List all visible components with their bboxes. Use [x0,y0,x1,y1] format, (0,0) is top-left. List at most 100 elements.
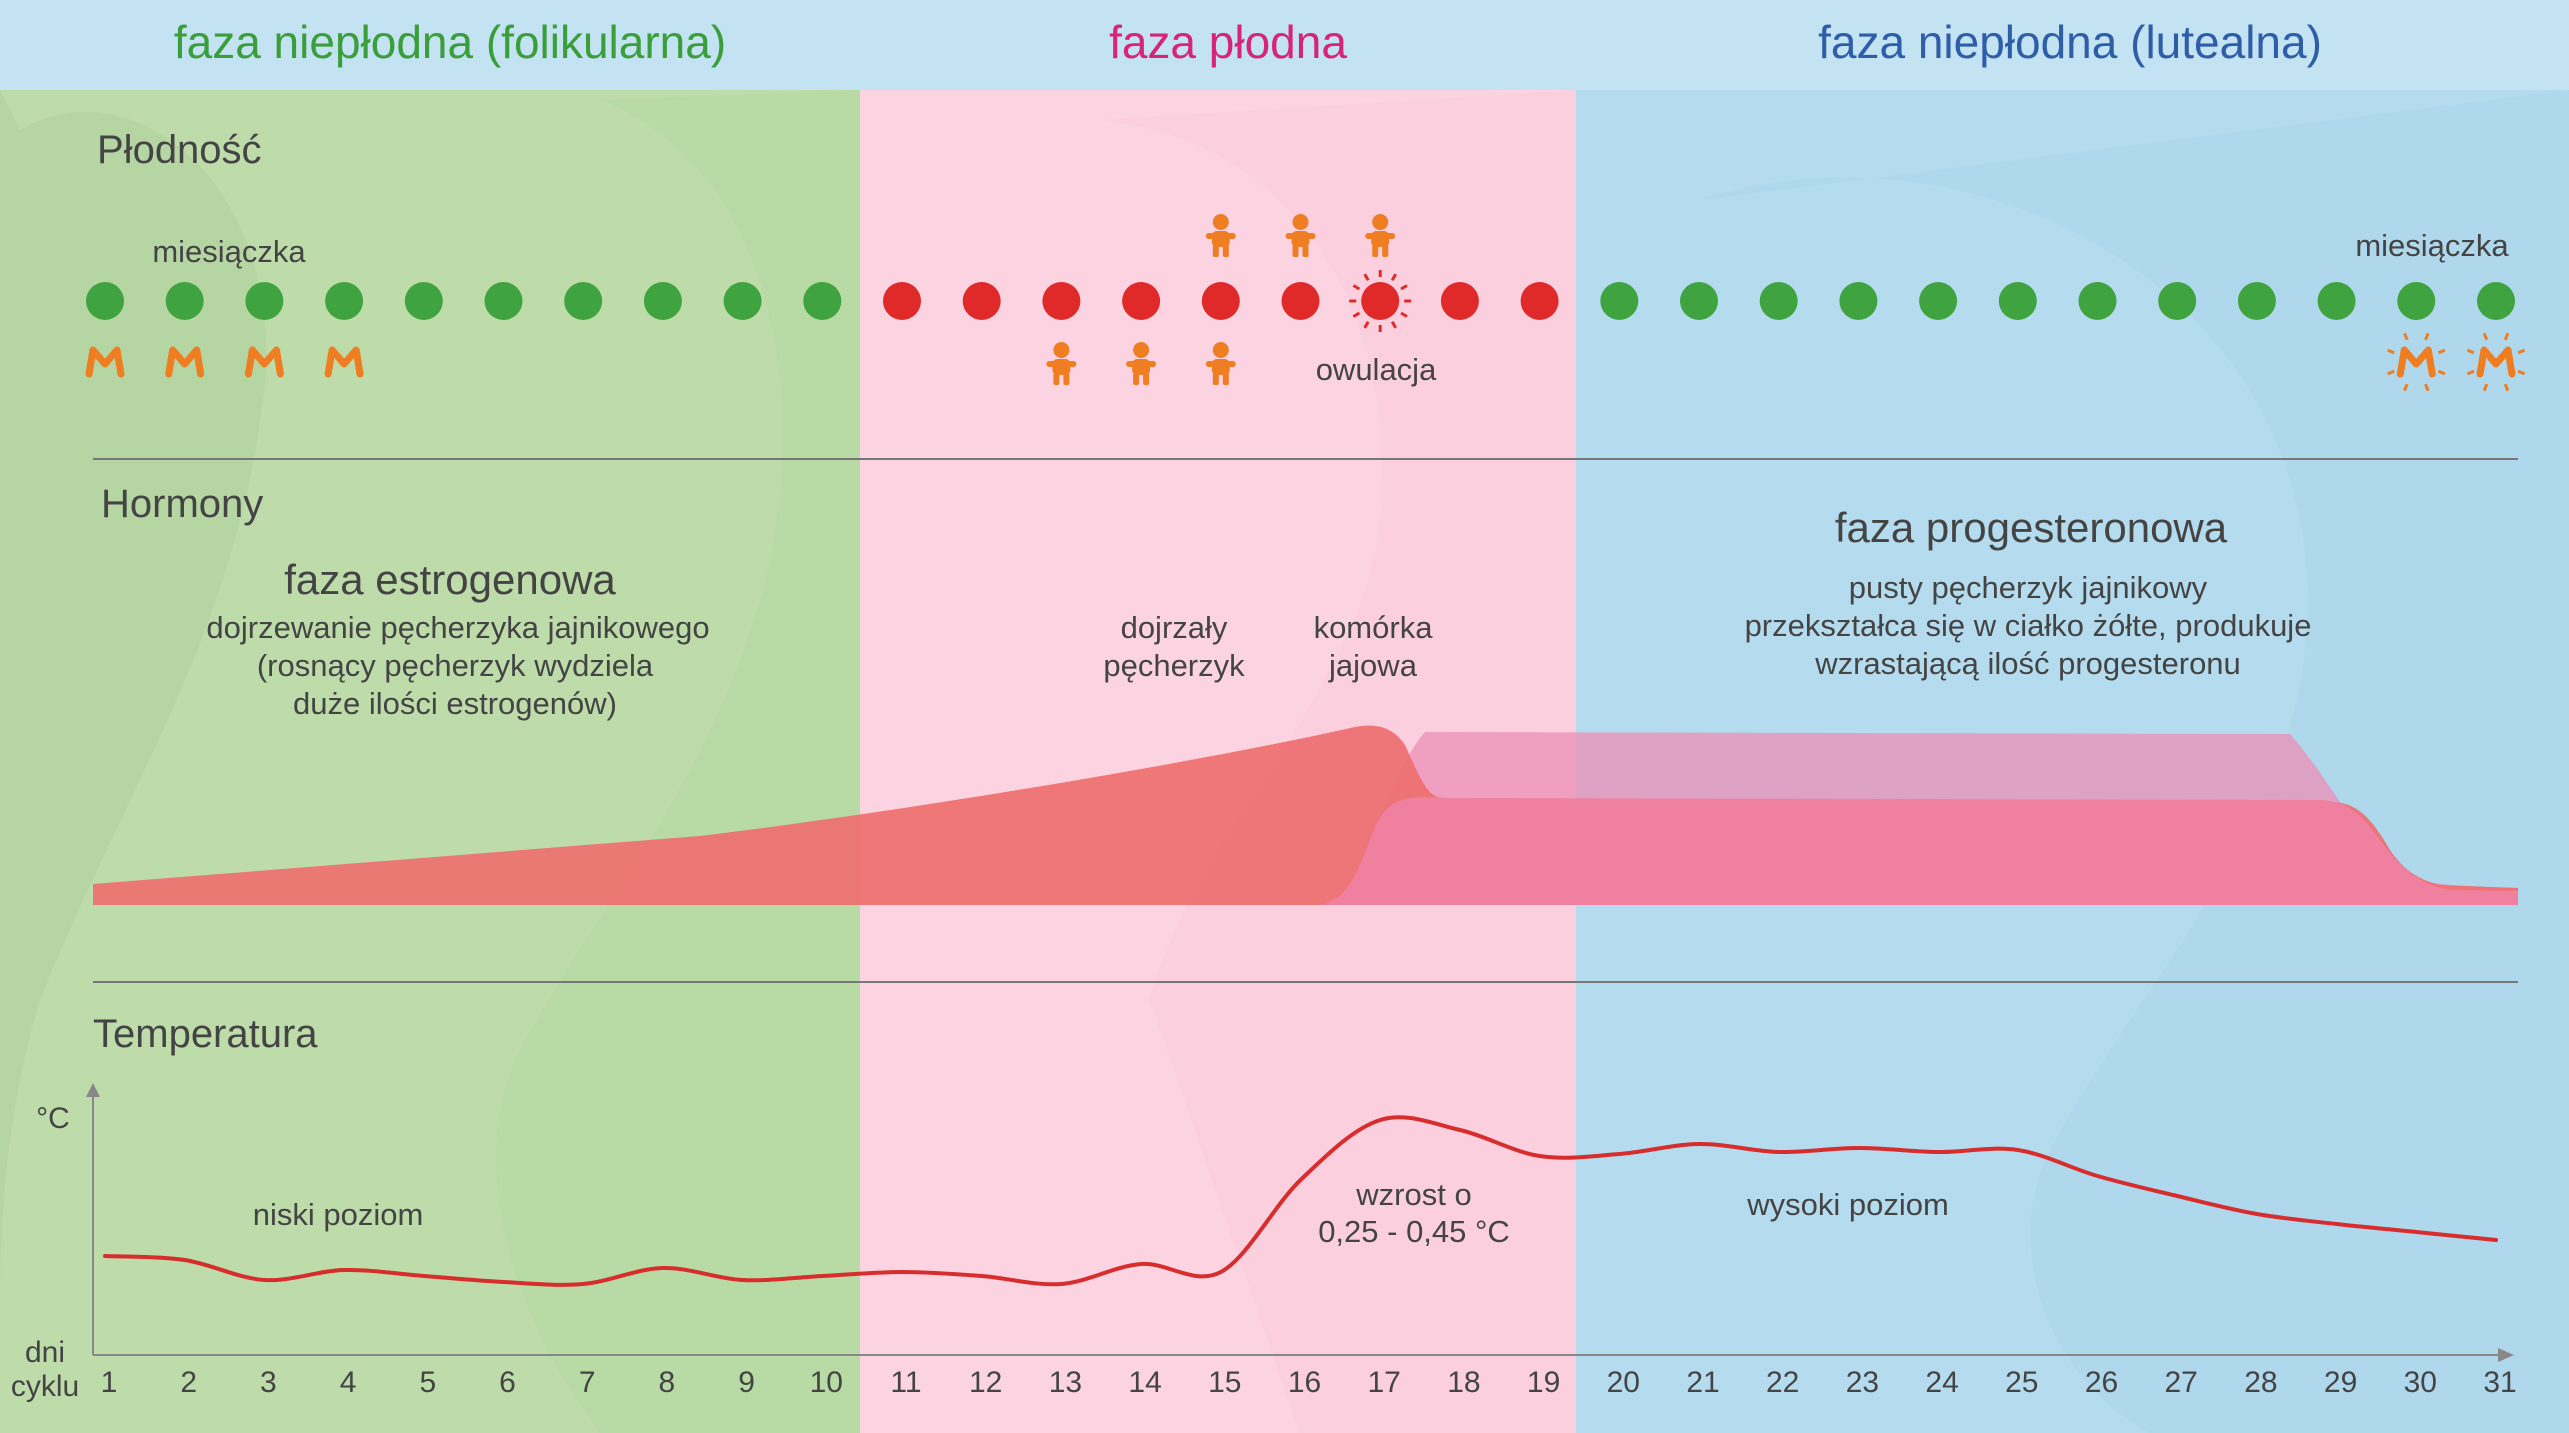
fertile-day-dot [1042,282,1081,320]
x-tick-label: 6 [499,1366,516,1399]
high-level-label: wysoki poziom [1746,1187,1949,1222]
fertile-day-dot [883,282,921,320]
x-tick-label: 25 [2005,1366,2038,1399]
x-tick-label: 11 [890,1366,921,1399]
infertile-day-dot [803,282,842,320]
infertile-day-dot [643,282,682,320]
progesterone-area [1320,797,2518,905]
x-tick-label: 2 [180,1366,197,1399]
baby-icon [1285,214,1316,257]
x-tick-label: 28 [2244,1366,2277,1399]
x-tick-label: 12 [969,1366,1002,1399]
section-title-hormones: Hormony [101,482,263,526]
phase-title-luteal: faza niepłodna (lutealna) [1818,16,2322,68]
infertile-day-dot [1680,282,1718,320]
estrogen-desc-line-1: dojrzewanie pęcherzyka jajnikowego [206,610,709,645]
ovulation-sun-icon [1349,270,1412,332]
fertile-day-dot [1520,282,1559,320]
fertile-day-dot [1440,282,1479,320]
x-tick-label: 4 [340,1366,357,1399]
estrogen-desc-line-3: duże ilości estrogenów) [293,686,617,721]
egg-label-line-2: jajowa [1328,648,1418,683]
phase-title-follicular: faza niepłodna (folikularna) [174,16,726,68]
baby-icon [1365,214,1396,257]
x-tick-label: 27 [2165,1366,2198,1399]
infertile-day-dot [165,282,204,320]
menstruation-label-end: miesiączka [2355,228,2509,263]
menstruation-icon [85,346,125,378]
header-band [0,0,2569,90]
ovulation-label: owulacja [1316,352,1437,387]
infertile-day-dot [2477,282,2515,320]
x-label-line-2: cyklu [11,1370,79,1403]
rise-label-line-2: 0,25 - 0,45 °C [1318,1214,1510,1249]
infertile-day-dot [484,282,523,320]
x-tick-label: 23 [1846,1366,1879,1399]
x-tick-label: 20 [1607,1366,1640,1399]
x-tick-label: 1 [101,1366,118,1399]
x-tick-label: 26 [2085,1366,2118,1399]
infertile-day-dot [1919,282,1958,320]
progesterone-desc-line-1: pusty pęcherzyk jajnikowy [1849,570,2208,605]
infertile-day-dot [2317,282,2356,320]
egg-label-line-1: komórka [1314,610,1434,645]
decor-shape [1700,90,2569,1433]
x-tick-label: 17 [1368,1366,1401,1399]
fertile-day-dot [1122,282,1161,320]
baby-icon [1205,214,1236,257]
x-tick-label: 18 [1447,1366,1480,1399]
x-axis-arrow [2498,1348,2514,1362]
x-tick-label: 30 [2404,1366,2437,1399]
x-tick-label: 29 [2324,1366,2357,1399]
section-title-temperature: Temperatura [93,1012,318,1056]
x-tick-label: 31 [2483,1366,2516,1399]
x-tick-label: 9 [738,1366,755,1399]
y-unit-label: °C [36,1102,70,1135]
fertile-day-dot [1281,282,1320,320]
infertile-day-dot [404,282,443,320]
x-tick-label: 7 [579,1366,596,1399]
rise-label-line-1: wzrost o [1355,1177,1471,1212]
x-tick-label: 21 [1686,1366,1719,1399]
menstruation-icon [244,346,284,378]
infertile-day-dot [2158,282,2197,320]
fertile-day-dot [1361,282,1400,320]
menstruation-icon [2466,332,2526,392]
progesterone-title: faza progesteronowa [1835,504,2228,551]
x-tick-label: 3 [260,1366,277,1399]
infertile-day-dot [1998,282,2037,320]
fertile-day-dot [962,282,1001,320]
estrogen-title: faza estrogenowa [284,556,616,603]
infertile-day-dot [723,282,762,320]
menstruation-icon [165,346,205,378]
baby-icon [1126,342,1157,385]
infertile-day-dot [245,282,284,320]
infertile-day-dot [1600,282,1639,320]
x-label-line-1: dni [25,1336,65,1369]
menstruation-icon [324,346,364,378]
day-dots [86,270,2515,332]
infertile-day-dot [2237,282,2276,320]
estrogen-desc-line-2: (rosnący pęcherzyk wydziela [257,648,654,683]
x-tick-label: 13 [1049,1366,1082,1399]
section-title-fertility: Płodność [97,128,262,172]
infertile-day-dot [564,282,603,320]
progesterone-desc-line-3: wzrastającą ilość progesteronu [1814,646,2241,681]
infertile-day-dot [325,282,364,320]
y-axis-arrow [86,1083,100,1097]
progesterone-desc-line-2: przekształca się w ciałko żółte, produku… [1745,608,2312,643]
x-tick-label: 16 [1288,1366,1321,1399]
follicle-label-line-2: pęcherzyk [1103,648,1245,683]
infertile-day-dot [2078,282,2117,320]
decor-shape [496,90,860,1433]
x-tick-label: 5 [419,1366,436,1399]
x-tick-label: 19 [1527,1366,1560,1399]
phase-title-fertile: faza płodna [1109,16,1347,68]
menstruation-icons [85,332,2526,392]
temperature-line [103,1115,2498,1287]
infertile-day-dot [2397,282,2436,320]
x-tick-label: 10 [810,1366,843,1399]
hormone-curves [93,725,2518,905]
